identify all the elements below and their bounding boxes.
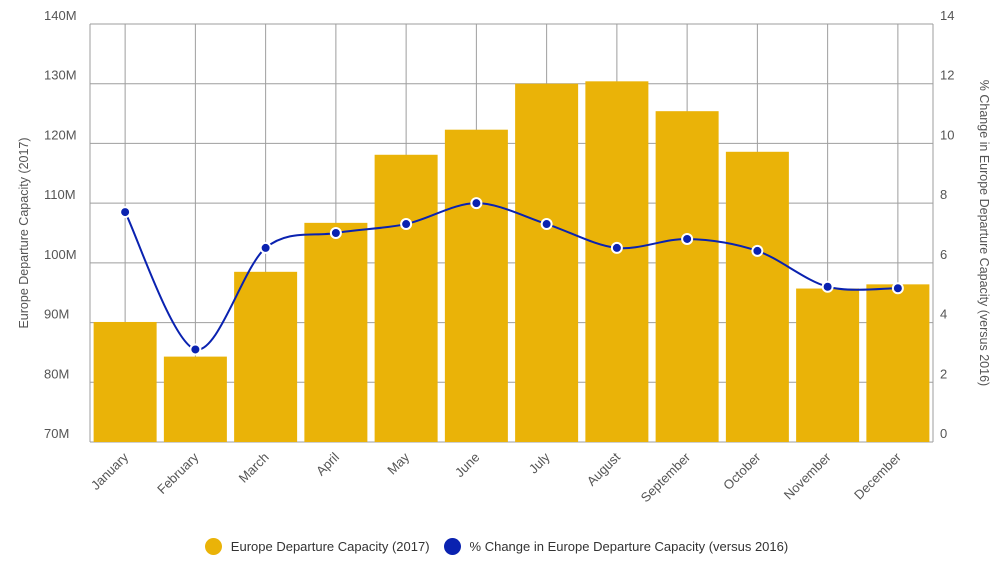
x-tick-label: March bbox=[236, 450, 272, 486]
y-right-tick-label: 4 bbox=[940, 307, 947, 322]
y-right-tick-label: 14 bbox=[940, 8, 954, 23]
x-tick-label: December bbox=[851, 449, 904, 502]
bar bbox=[444, 129, 508, 443]
y-left-tick-label: 140M bbox=[44, 8, 77, 23]
legend-item-bar-series[interactable]: Europe Departure Capacity (2017) bbox=[204, 538, 430, 555]
line-point bbox=[681, 232, 694, 245]
bar bbox=[585, 81, 649, 442]
bar bbox=[234, 271, 298, 442]
line-point bbox=[470, 197, 483, 210]
y-left-tick-label: 100M bbox=[44, 247, 77, 262]
bar bbox=[374, 154, 438, 442]
y-left-tick-label: 70M bbox=[44, 426, 69, 441]
legend-label-bar: Europe Departure Capacity (2017) bbox=[230, 539, 430, 554]
line-point bbox=[751, 244, 764, 257]
bar bbox=[515, 83, 579, 442]
line-point bbox=[259, 241, 272, 254]
x-tick-label: October bbox=[720, 449, 764, 493]
x-tick-label: February bbox=[154, 449, 202, 497]
y-left-tick-label: 90M bbox=[44, 307, 69, 322]
y-left-tick-label: 130M bbox=[44, 68, 77, 83]
line-point bbox=[400, 218, 413, 231]
line-point bbox=[119, 206, 132, 219]
x-tick-label: April bbox=[313, 449, 342, 478]
bar bbox=[796, 288, 860, 442]
y-right-tick-label: 10 bbox=[940, 127, 954, 142]
x-tick-label: January bbox=[88, 449, 132, 493]
chart: 70M 80M 90M 100M 110M 120M 130M 140M 0 2 4 6 8 10 12 14… bbox=[17, 8, 991, 505]
legend-label-line: % Change in Europe Departure Capacity (v… bbox=[469, 539, 789, 554]
x-tick-label: August bbox=[584, 449, 623, 488]
legend-swatch-line bbox=[443, 538, 461, 555]
y-left-tick-label: 80M bbox=[44, 366, 69, 381]
bar bbox=[304, 222, 368, 442]
legend-item-line-series[interactable]: % Change in Europe Departure Capacity (v… bbox=[443, 538, 789, 555]
y-right-axis-title: % Change in Europe Departure Capacity (v… bbox=[977, 80, 991, 386]
line-point bbox=[891, 282, 904, 295]
bar bbox=[655, 111, 719, 442]
y-right-tick-label: 2 bbox=[940, 366, 947, 381]
x-tick-label: June bbox=[452, 450, 483, 481]
y-right-tick-label: 8 bbox=[940, 187, 947, 202]
bar bbox=[866, 284, 930, 442]
x-tick-label: November bbox=[781, 449, 834, 502]
legend-swatch-bar bbox=[204, 538, 222, 555]
line-point bbox=[610, 241, 623, 254]
x-tick-label: July bbox=[526, 449, 553, 476]
line-point bbox=[821, 280, 834, 293]
bar-series bbox=[93, 81, 930, 443]
x-tick-label: September bbox=[638, 449, 694, 505]
line-series bbox=[119, 197, 904, 356]
y-left-axis-title: Europe Departure Capacity (2017) bbox=[17, 137, 31, 328]
line-point bbox=[329, 227, 342, 239]
y-left-tick-label: 120M bbox=[44, 127, 77, 142]
x-tick-label: May bbox=[384, 449, 412, 477]
bar bbox=[163, 356, 227, 442]
line-point bbox=[540, 218, 553, 231]
bar bbox=[725, 151, 789, 442]
bar bbox=[93, 321, 157, 442]
line-point bbox=[189, 343, 202, 356]
y-right-tick-label: 0 bbox=[940, 426, 947, 441]
y-right-tick-label: 12 bbox=[940, 68, 954, 83]
y-left-tick-label: 110M bbox=[44, 187, 76, 202]
y-right-tick-label: 6 bbox=[940, 247, 947, 262]
legend: Europe Departure Capacity (2017) % Chang… bbox=[0, 538, 993, 555]
